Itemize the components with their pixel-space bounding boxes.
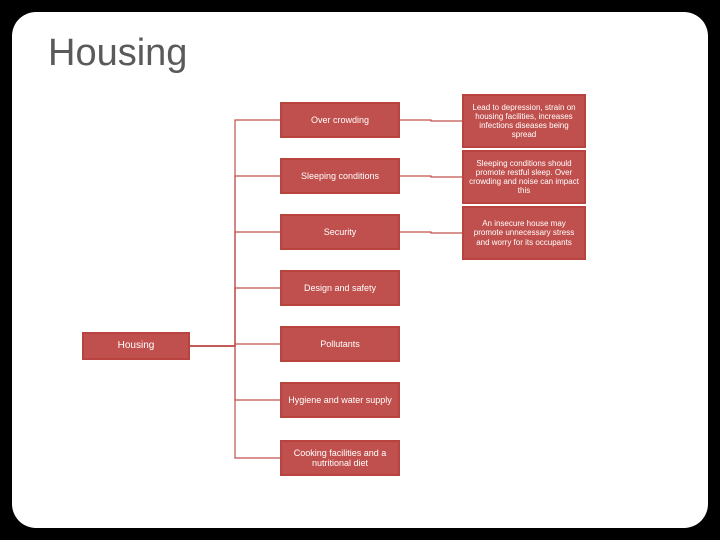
tree-mid-5: Hygiene and water supply [280, 382, 400, 418]
tree-mid-2: Security [280, 214, 400, 250]
slide-card: Housing Housing Over crowding Sleeping con… [12, 12, 708, 528]
tree-mid-3: Design and safety [280, 270, 400, 306]
tree-mid-6: Cooking facilities and a nutritional die… [280, 440, 400, 476]
tree-leaf-2: An insecure house may promote unnecessar… [462, 206, 586, 260]
tree-root: Housing [82, 332, 190, 360]
tree-mid-1: Sleeping conditions [280, 158, 400, 194]
tree-mid-4: Pollutants [280, 326, 400, 362]
tree-leaf-1: Sleeping conditions should promote restf… [462, 150, 586, 204]
slide-title: Housing [48, 32, 187, 75]
tree-leaf-0: Lead to depression, strain on housing fa… [462, 94, 586, 148]
tree-mid-0: Over crowding [280, 102, 400, 138]
